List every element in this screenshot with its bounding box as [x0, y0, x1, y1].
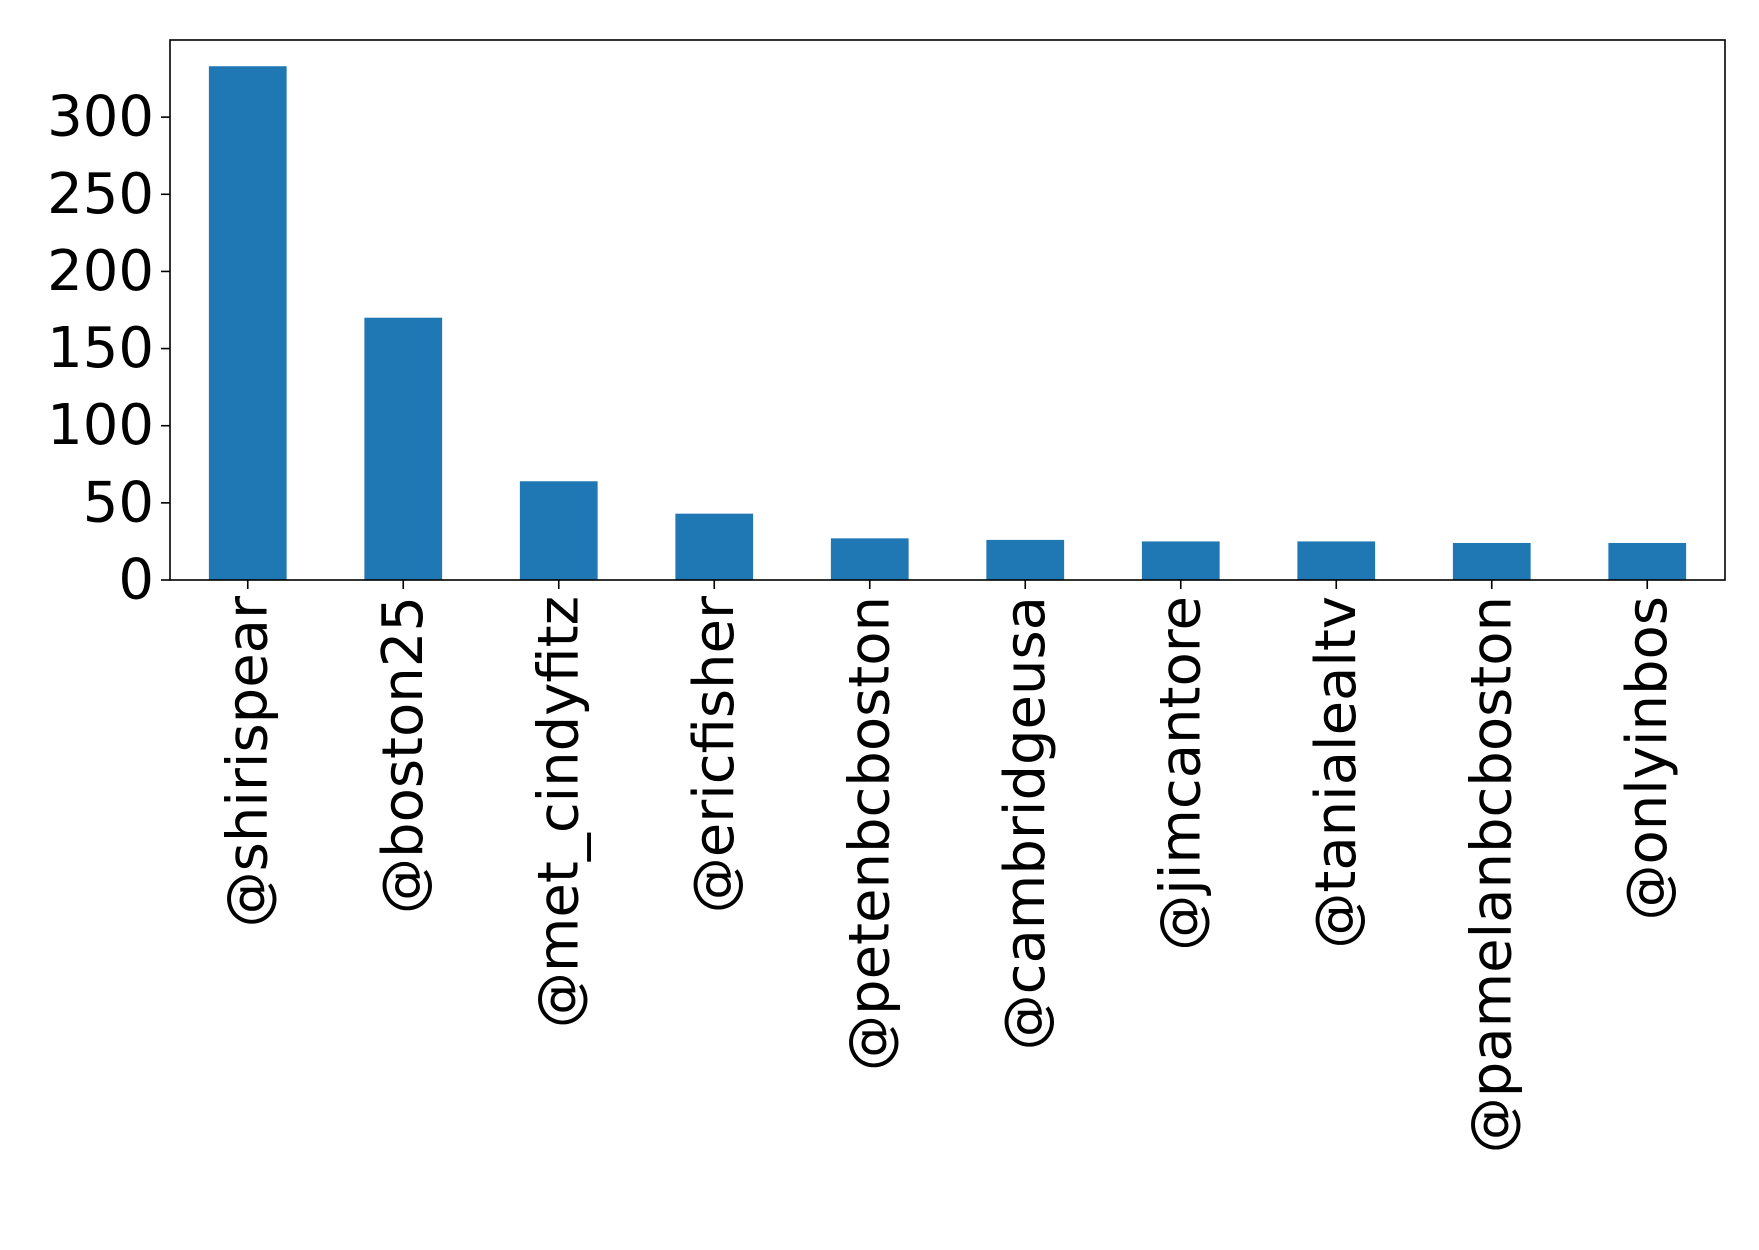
plot-frame: [169, 39, 1726, 581]
bars-layer: [208, 66, 1687, 581]
y-tick-label-3: 150: [47, 316, 154, 381]
axes-layer: [169, 39, 1726, 581]
y-tick-label-6: 300: [47, 85, 154, 150]
bar-9: [1608, 542, 1687, 580]
x-tick-label-3: @ericfisher: [682, 595, 747, 913]
x-tick-label-4: @petenbcboston: [837, 596, 902, 1071]
x-tick-label-5: @cambridgeusa: [993, 596, 1058, 1050]
y-tick-label-2: 100: [47, 393, 154, 458]
y-tick-label-5: 250: [47, 162, 154, 227]
bar-0: [208, 66, 287, 581]
x-tick-label-9: @onlyinbos: [1615, 596, 1680, 921]
bar-7: [1297, 541, 1376, 580]
x-tick-label-6: @jimcantore: [1148, 596, 1213, 951]
bar-8: [1452, 542, 1531, 580]
bar-2: [519, 481, 598, 580]
y-tick-label-1: 50: [83, 470, 154, 535]
x-tick-label-0: @shirispear: [215, 595, 280, 927]
bar-5: [986, 539, 1065, 580]
x-tick-label-2: @met_cindyfitz: [526, 596, 591, 1028]
bar-6: [1141, 541, 1220, 580]
bar-3: [675, 513, 754, 580]
y-tick-label-0: 0: [118, 548, 154, 613]
bar-4: [830, 538, 909, 580]
y-axis: 0 50 100 150 200 250 300: [47, 85, 170, 613]
x-axis: @shirispear @boston25 @met_cindyfitz @ericf…: [215, 580, 1680, 1153]
bar-1: [364, 317, 443, 580]
x-tick-label-7: @tanialealtv: [1304, 596, 1369, 949]
x-tick-label-1: @boston25: [371, 596, 436, 914]
x-tick-label-8: @pamelanbcboston: [1459, 596, 1524, 1153]
y-tick-label-4: 200: [47, 239, 154, 304]
